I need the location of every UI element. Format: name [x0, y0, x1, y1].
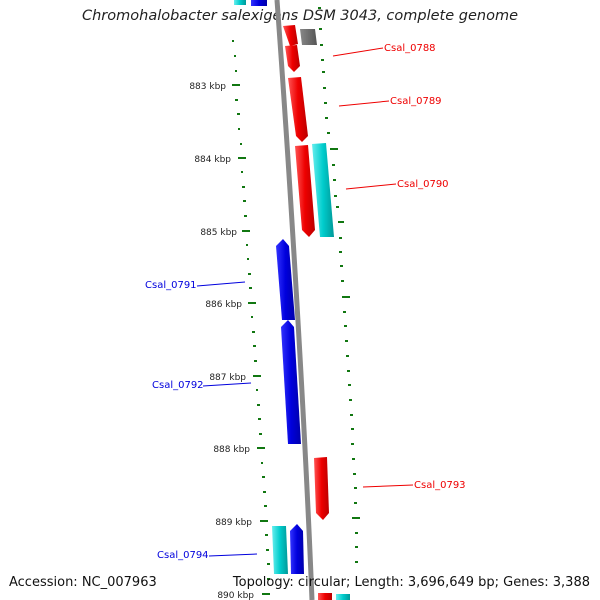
gene-csal-0790-red[interactable]: [295, 145, 315, 237]
gc-skew-track-right: [318, 7, 360, 563]
gene-label-csal-0792[interactable]: Csal_0792: [152, 380, 204, 391]
scale-label: 883 kbp: [189, 82, 226, 92]
rna-gene-csal-0790[interactable]: [312, 143, 334, 237]
scale-ticks: [232, 84, 270, 595]
map-title: Chromohalobacter salexigens DSM 3043, co…: [81, 8, 518, 24]
genome-backbone: [274, 0, 315, 600]
gene-csal-0794-blue[interactable]: [290, 524, 304, 574]
genome-summary: Topology: circular; Length: 3,696,649 bp…: [232, 575, 590, 590]
gene-label-csal-0794[interactable]: Csal_0794: [157, 550, 209, 561]
gene-label-csal-0790[interactable]: Csal_0790: [397, 179, 449, 190]
gene-csal-0789[interactable]: [288, 77, 308, 142]
scale-label: 885 kbp: [200, 228, 237, 238]
gene-partial-bottom-red[interactable]: [318, 593, 332, 600]
scale-label: 888 kbp: [213, 445, 250, 455]
scale-label: 887 kbp: [209, 373, 246, 383]
gene-csal-0793[interactable]: [314, 457, 329, 520]
gc-skew-track-left: [232, 40, 270, 580]
gene-csal-0792[interactable]: [281, 320, 301, 444]
gene-labels: Csal_0788 Csal_0789 Csal_0790 Csal_0791 …: [145, 43, 466, 561]
scale-labels: 883 kbp 884 kbp 885 kbp 886 kbp 887 kbp …: [189, 82, 254, 600]
reverse-strand-genes: [276, 239, 304, 574]
gene-csal-0788-upstream[interactable]: [283, 25, 298, 46]
feature-partial-blue[interactable]: [251, 0, 267, 6]
rna-partial-bottom[interactable]: [336, 594, 350, 600]
feature-gray[interactable]: [300, 29, 317, 45]
forward-strand-genes: [283, 25, 332, 600]
scale-label: 886 kbp: [205, 300, 242, 310]
label-leaders: [196, 47, 414, 557]
scale-label: 890 kbp: [217, 591, 254, 600]
rna-gene-csal-0794[interactable]: [272, 526, 288, 574]
gene-csal-0788[interactable]: [285, 45, 300, 72]
gene-label-csal-0789[interactable]: Csal_0789: [390, 96, 442, 107]
scale-label: 889 kbp: [215, 518, 252, 528]
gene-label-csal-0793[interactable]: Csal_0793: [414, 480, 466, 491]
gene-label-csal-0791[interactable]: Csal_0791: [145, 280, 197, 291]
accession-label: Accession: NC_007963: [9, 575, 157, 590]
feature-partial-cyan[interactable]: [234, 0, 246, 5]
scale-label: 884 kbp: [194, 155, 231, 165]
gene-label-csal-0788[interactable]: Csal_0788: [384, 43, 436, 54]
gene-csal-0791[interactable]: [276, 239, 295, 320]
